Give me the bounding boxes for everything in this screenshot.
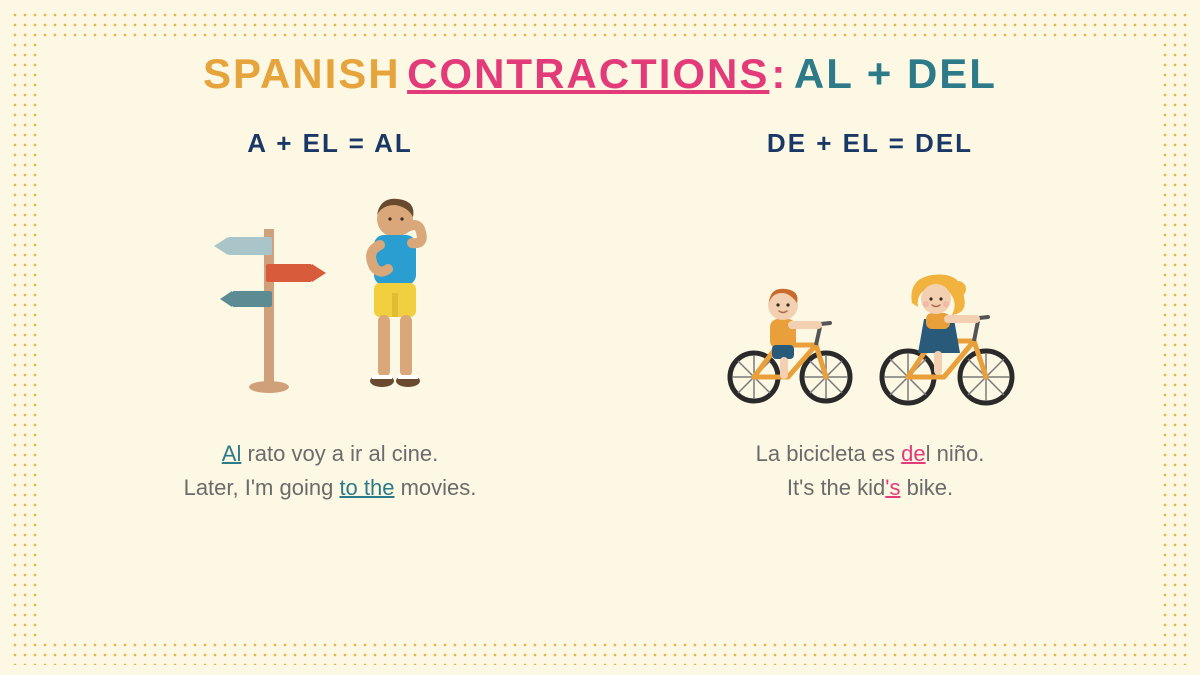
thinking-person-icon	[340, 189, 450, 409]
right-sentence-es: La bicicleta es del niño.	[622, 437, 1119, 471]
right-es-highlight: de	[901, 441, 925, 466]
title-word-aldel: AL + DEL	[794, 50, 997, 97]
columns: A + EL = AL	[0, 98, 1200, 505]
girl-on-bike-icon	[870, 259, 1020, 409]
title-word-spanish: SPANISH	[203, 50, 401, 97]
left-formula: A + EL = AL	[82, 128, 579, 159]
left-es-highlight: Al	[222, 441, 242, 466]
left-illustration	[82, 179, 579, 409]
right-column: DE + EL = DEL	[622, 128, 1119, 505]
left-example: Al rato voy a ir al cine. Later, I'm goi…	[82, 437, 579, 505]
signpost-icon	[210, 209, 330, 409]
right-illustration	[622, 179, 1119, 409]
right-example: La bicicleta es del niño. It's the kid's…	[622, 437, 1119, 505]
left-column: A + EL = AL	[82, 128, 579, 505]
title-word-contractions: CONTRACTIONS	[407, 50, 787, 97]
boy-on-bike-icon	[720, 269, 860, 409]
left-sentence-en: Later, I'm going to the movies.	[82, 471, 579, 505]
left-en-highlight: to the	[339, 475, 394, 500]
right-sentence-en: It's the kid's bike.	[622, 471, 1119, 505]
right-en-highlight: 's	[885, 475, 900, 500]
main-title: SPANISH CONTRACTIONS AL + DEL	[0, 0, 1200, 98]
right-formula: DE + EL = DEL	[622, 128, 1119, 159]
left-sentence-es: Al rato voy a ir al cine.	[82, 437, 579, 471]
